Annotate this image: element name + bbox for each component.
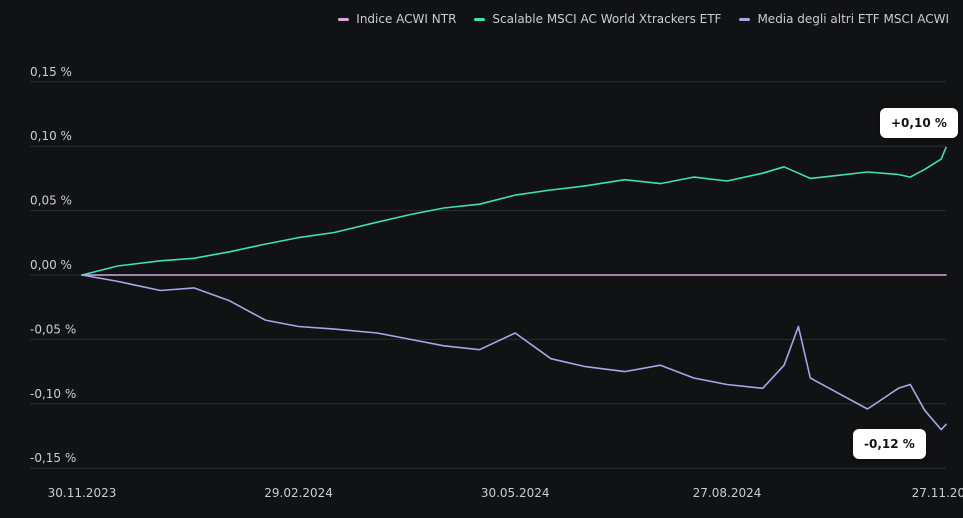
legend-swatch-scalable-etf	[474, 17, 486, 21]
y-tick-label: -0,15 %	[30, 451, 76, 465]
legend-label-scalable-etf: Scalable MSCI AC World Xtrackers ETF	[492, 12, 722, 26]
legend-swatch-index	[338, 17, 350, 21]
legend-item-scalable-etf[interactable]: Scalable MSCI AC World Xtrackers ETF	[474, 12, 721, 26]
x-tick-label: 27.11.2024	[912, 486, 963, 500]
y-tick-label: -0,10 %	[30, 387, 76, 401]
legend-item-index[interactable]: Indice ACWI NTR	[338, 12, 456, 26]
series-lines	[81, 146, 947, 431]
y-tick-label: 0,10 %	[30, 129, 72, 143]
x-tick-label: 27.08.2024	[693, 486, 762, 500]
end-value-callout-other-etfs: -0,12 %	[853, 429, 926, 459]
y-tick-label: -0,05 %	[30, 322, 76, 336]
end-value-callout-scalable-etf: +0,10 %	[880, 108, 958, 138]
series-line-other-etfs	[81, 274, 947, 431]
legend-label-other-etfs: Media degli altri ETF MSCI ACWI	[757, 12, 949, 26]
legend-label-index: Indice ACWI NTR	[356, 12, 457, 26]
x-tick-label: 29.02.2024	[264, 486, 333, 500]
series-line-scalable-etf	[81, 146, 947, 276]
y-axis-ticks: 0,15 % 0,10 % 0,05 % 0,00 % -0,05 % -0,10 % -0…	[30, 65, 76, 465]
y-tick-label: 0,05 %	[30, 194, 72, 208]
x-tick-label: 30.11.2023	[48, 486, 117, 500]
y-tick-label: 0,15 %	[30, 65, 72, 79]
legend: Indice ACWI NTR Scalable MSCI AC World X…	[338, 12, 949, 26]
x-tick-label: 30.05.2024	[481, 486, 550, 500]
y-tick-label: 0,00 %	[30, 258, 72, 272]
legend-swatch-other-etfs	[739, 17, 751, 21]
x-axis-ticks: 30.11.2023 29.02.2024 30.05.2024 27.08.2024…	[48, 486, 963, 500]
legend-item-other-etfs[interactable]: Media degli altri ETF MSCI ACWI	[739, 12, 949, 26]
